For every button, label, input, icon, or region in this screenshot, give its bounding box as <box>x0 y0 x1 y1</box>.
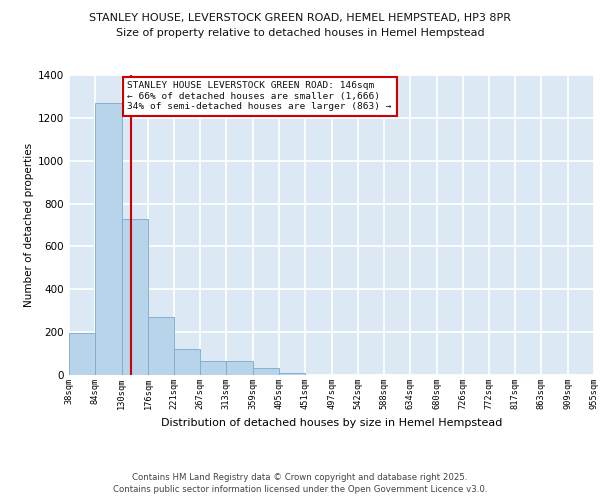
Bar <box>279 373 305 375</box>
Bar <box>69 333 95 375</box>
Text: Contains HM Land Registry data © Crown copyright and database right 2025.
Contai: Contains HM Land Registry data © Crown c… <box>113 472 487 494</box>
Bar <box>200 361 226 375</box>
Bar <box>95 103 122 375</box>
Text: STANLEY HOUSE LEVERSTOCK GREEN ROAD: 146sqm
← 66% of detached houses are smaller: STANLEY HOUSE LEVERSTOCK GREEN ROAD: 146… <box>127 82 392 111</box>
Y-axis label: Number of detached properties: Number of detached properties <box>24 143 34 307</box>
Bar <box>226 361 253 375</box>
Bar <box>122 218 148 375</box>
X-axis label: Distribution of detached houses by size in Hemel Hempstead: Distribution of detached houses by size … <box>161 418 502 428</box>
Text: STANLEY HOUSE, LEVERSTOCK GREEN ROAD, HEMEL HEMPSTEAD, HP3 8PR: STANLEY HOUSE, LEVERSTOCK GREEN ROAD, HE… <box>89 12 511 22</box>
Bar <box>174 350 200 375</box>
Bar <box>148 317 175 375</box>
Text: Size of property relative to detached houses in Hemel Hempstead: Size of property relative to detached ho… <box>116 28 484 38</box>
Bar <box>253 368 279 375</box>
